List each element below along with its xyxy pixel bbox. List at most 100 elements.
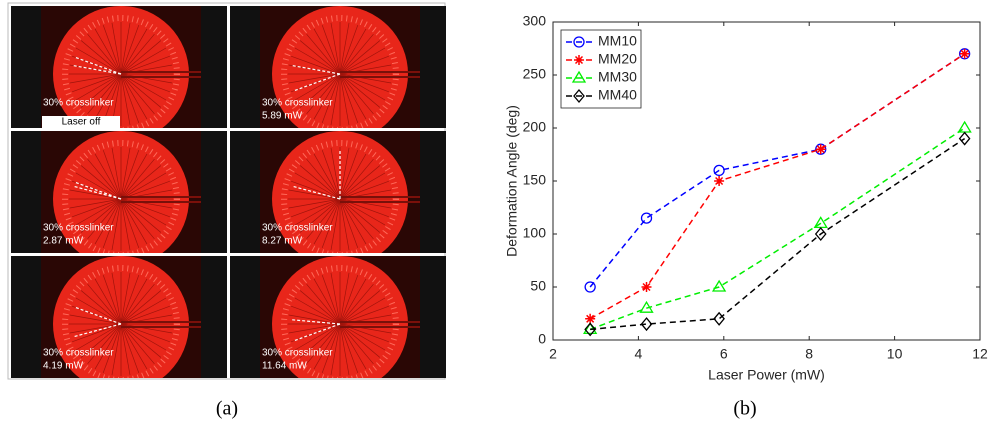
spoke: [339, 28, 367, 75]
spoke: [306, 73, 341, 115]
series-line: [589, 53, 966, 288]
spoke: [87, 158, 122, 200]
protractor: [62, 265, 180, 378]
marker: [584, 281, 596, 293]
photo: 30% crosslinker 4.19 mW: [11, 256, 227, 378]
spoke: [94, 198, 122, 245]
spoke: [339, 73, 350, 126]
spoke: [72, 73, 122, 93]
legend-label: MM30: [598, 69, 637, 85]
spoke: [291, 55, 341, 75]
photo-label: 30% crosslinker: [43, 98, 114, 109]
marker: [641, 282, 652, 292]
spoke: [120, 73, 162, 108]
y-tick-label: 250: [523, 66, 547, 82]
spoke: [339, 323, 367, 370]
spoke: [321, 73, 341, 123]
spoke: [330, 22, 341, 75]
spoke: [120, 198, 167, 226]
marker: [711, 279, 727, 292]
spoke: [339, 73, 386, 101]
photo-label: 8.27 mW: [262, 236, 303, 247]
spoke: [120, 323, 162, 358]
spoke: [288, 323, 341, 334]
y-tick-label: 150: [523, 172, 547, 188]
spoke: [120, 323, 173, 334]
marker: [639, 300, 654, 313]
spoke: [339, 283, 374, 325]
spoke: [120, 28, 148, 75]
y-axis-label: Deformation Angle (deg): [504, 105, 520, 257]
spoke: [120, 272, 131, 325]
spoke: [339, 323, 350, 376]
protractor: [281, 140, 399, 253]
spoke: [313, 323, 341, 370]
spoke: [120, 198, 162, 233]
protractor: [281, 15, 399, 128]
spoke: [94, 323, 122, 370]
spoke: [299, 323, 341, 358]
spoke: [120, 73, 148, 120]
spoke: [102, 25, 122, 75]
spoke: [339, 290, 381, 325]
caption: (a): [216, 398, 238, 420]
spoke: [111, 22, 122, 75]
marker: [584, 322, 596, 337]
spoke: [120, 22, 131, 75]
photo: 30% crosslinker 8.27 mW: [230, 131, 446, 253]
legend-label: MM40: [598, 87, 637, 103]
spoke: [330, 198, 341, 251]
marker: [958, 131, 971, 146]
spoke: [120, 147, 131, 200]
spoke: [339, 275, 359, 325]
photo-label: 30% crosslinker: [262, 223, 333, 234]
spoke: [120, 297, 167, 325]
spoke: [339, 33, 374, 75]
spoke: [72, 198, 122, 218]
spoke: [87, 198, 122, 240]
spoke: [75, 297, 122, 325]
y-tick-label: 100: [523, 225, 547, 241]
spoke: [72, 323, 122, 343]
marker: [815, 144, 826, 155]
photo: 30% crosslinker 11.64 mW: [230, 256, 446, 378]
marker: [714, 176, 725, 186]
spoke: [120, 323, 140, 373]
spoke: [87, 33, 122, 75]
spoke: [120, 278, 148, 325]
spoke: [75, 47, 122, 75]
spoke: [120, 33, 155, 75]
mark-line: [73, 65, 122, 75]
spoke: [294, 198, 341, 226]
spoke: [321, 150, 341, 200]
spoke: [339, 198, 392, 209]
spoke: [120, 73, 155, 115]
marker: [814, 226, 827, 242]
y-tick-label: 50: [530, 278, 546, 294]
spoke: [80, 40, 122, 75]
spoke: [94, 278, 122, 325]
mark-line: [75, 57, 122, 75]
spoke: [87, 323, 122, 365]
spoke: [321, 323, 341, 373]
spoke: [339, 323, 386, 351]
spoke: [69, 189, 122, 200]
spoke: [339, 198, 367, 245]
spoke: [294, 323, 341, 351]
y-tick-label: 300: [523, 13, 547, 29]
spoke: [120, 290, 162, 325]
spoke: [339, 73, 359, 123]
spoke: [339, 198, 350, 251]
label-box: [42, 116, 120, 128]
spoke: [288, 189, 341, 200]
spoke: [87, 73, 122, 115]
spoke: [120, 73, 140, 123]
photo-label: 30% crosslinker: [262, 98, 333, 109]
legend-label: MM20: [598, 51, 637, 67]
photo-label: 2.87 mW: [43, 236, 84, 247]
marker: [713, 311, 725, 326]
spoke: [321, 198, 341, 248]
spoke: [291, 180, 341, 200]
spoke: [339, 153, 367, 200]
